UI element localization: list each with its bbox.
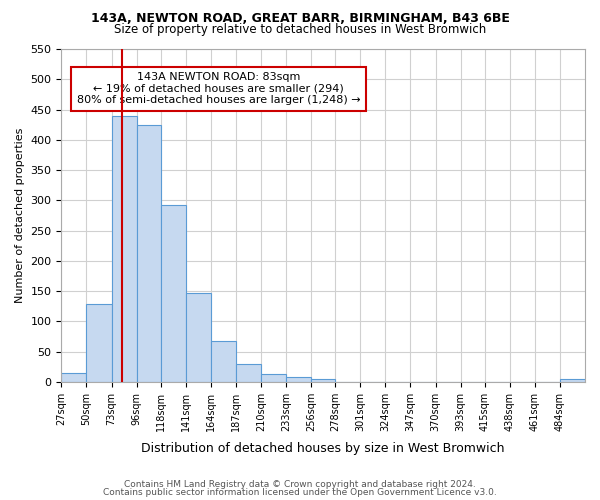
Text: 143A NEWTON ROAD: 83sqm
← 19% of detached houses are smaller (294)
80% of semi-d: 143A NEWTON ROAD: 83sqm ← 19% of detache… (77, 72, 360, 106)
Y-axis label: Number of detached properties: Number of detached properties (15, 128, 25, 303)
Bar (61, 372, 86, 382)
Bar (112, 116, 137, 382)
Text: 143A, NEWTON ROAD, GREAT BARR, BIRMINGHAM, B43 6BE: 143A, NEWTON ROAD, GREAT BARR, BIRMINGHA… (91, 12, 509, 26)
Bar (286, 377, 311, 382)
Bar (261, 374, 286, 382)
Bar (137, 124, 161, 382)
Bar (86, 304, 112, 382)
Bar (311, 379, 335, 382)
Text: Contains public sector information licensed under the Open Government Licence v3: Contains public sector information licen… (103, 488, 497, 497)
Bar (560, 379, 585, 382)
Bar (161, 205, 186, 382)
Bar (211, 340, 236, 382)
X-axis label: Distribution of detached houses by size in West Bromwich: Distribution of detached houses by size … (142, 442, 505, 455)
Bar (186, 293, 211, 382)
Text: Size of property relative to detached houses in West Bromwich: Size of property relative to detached ho… (114, 22, 486, 36)
Text: Contains HM Land Registry data © Crown copyright and database right 2024.: Contains HM Land Registry data © Crown c… (124, 480, 476, 489)
Bar (236, 364, 261, 382)
